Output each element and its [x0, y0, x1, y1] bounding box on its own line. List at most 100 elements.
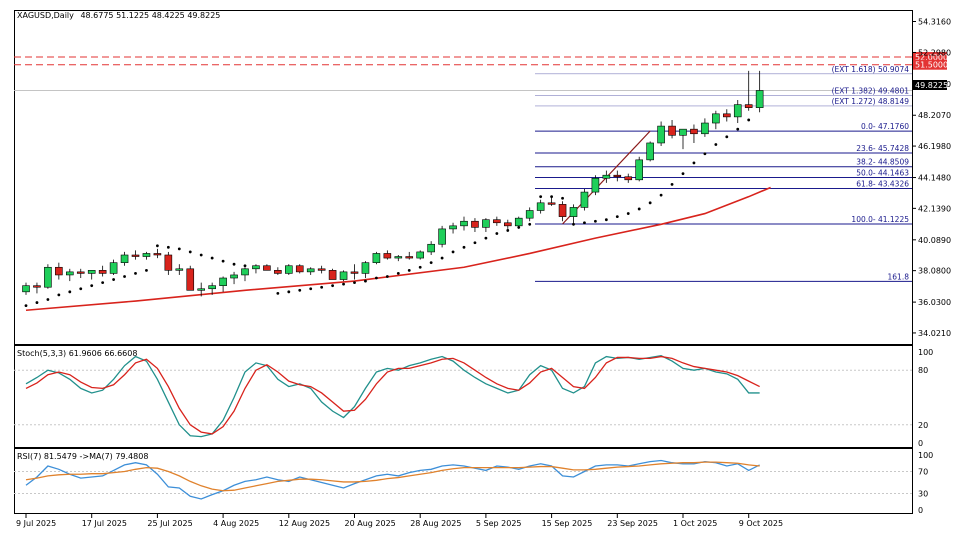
candle-body [558, 204, 567, 217]
candle-body [547, 202, 556, 205]
time-tick-label: 17 Jul 2025 [82, 519, 127, 528]
sar-dot [90, 284, 94, 288]
price-tick-label: 44.1480 [918, 174, 951, 183]
fib-level-label: (EXT 1.618) 50.9074 [832, 65, 910, 74]
price-tick-label: 40.0890 [918, 236, 951, 245]
price-tick-label: 42.1390 [918, 204, 951, 213]
sar-dot [418, 265, 422, 269]
candle-body [328, 270, 337, 280]
candle-body [186, 268, 195, 291]
sar-dot [35, 301, 39, 304]
candle-body [471, 220, 479, 228]
level-labels: (EXT 1.618) 50.9074 (EXT 1.382) 49.4801(E… [832, 52, 948, 281]
candle-body [416, 251, 425, 259]
stoch-k-line [25, 354, 760, 438]
sar-dot [561, 196, 564, 200]
sar-dot [287, 290, 291, 294]
fib-level-label: 23.6- 45.7428 [856, 144, 909, 153]
rsi-tick-label: 0 [918, 506, 923, 515]
sar-dot [331, 284, 334, 288]
time-tick-label: 9 Jul 2025 [16, 519, 56, 528]
sar-dot [396, 272, 400, 275]
sar-dot [407, 268, 411, 272]
candle-body [690, 128, 698, 135]
sar-dot [714, 143, 718, 146]
sar-dot [188, 250, 192, 254]
sar-dot [320, 285, 324, 289]
rsi-panel-frame [14, 448, 913, 514]
time-tick-label: 4 Aug 2025 [213, 519, 259, 528]
sar-dot [462, 245, 466, 249]
rsi-line [25, 459, 760, 500]
candle-body [646, 142, 654, 161]
sar-dot [232, 262, 236, 266]
candle-body [635, 159, 644, 181]
sar-dot [57, 293, 61, 297]
candle-body [449, 225, 457, 230]
time-tick-label: 20 Aug 2025 [345, 519, 396, 528]
candle-body [405, 256, 414, 259]
candle-body [230, 274, 238, 279]
sar-dot [506, 229, 510, 232]
candle-body [274, 270, 282, 274]
sar-dot [123, 275, 126, 278]
sar-dot [353, 281, 356, 285]
sar-dot [440, 256, 444, 260]
sar-dot [342, 282, 345, 286]
candle-body [602, 174, 611, 179]
candle-body [482, 219, 490, 228]
sar-dot [79, 287, 83, 291]
sar-dot [703, 152, 707, 156]
candle-body [591, 177, 600, 193]
sar-dot [495, 232, 499, 235]
sar-dot [210, 256, 214, 260]
candle-body [394, 256, 403, 259]
sar-dot [747, 118, 751, 122]
candle-body [514, 217, 523, 227]
candle-body [142, 253, 151, 257]
time-tick-label: 15 Sep 2025 [542, 519, 593, 528]
candle-body [22, 285, 30, 293]
candle-body [493, 219, 501, 224]
rsi-title: RSI(7) 81.5479 ->MA(7) 79.4808 [17, 452, 148, 461]
sar-dot [670, 183, 674, 186]
sar-dot [681, 172, 685, 176]
candle-body [252, 265, 260, 270]
rsi-tick-label: 100 [918, 451, 933, 460]
sar-dot [221, 259, 225, 263]
sar-dot [583, 221, 586, 225]
time-tick-label: 9 Oct 2025 [739, 519, 783, 528]
stoch-tick-label: 20 [918, 421, 928, 430]
candle-body [76, 271, 85, 274]
sar-dot [298, 288, 302, 292]
candle-body [722, 113, 731, 118]
sar-dot [177, 247, 181, 251]
sar-dot [101, 281, 105, 285]
sar-dot [648, 201, 652, 205]
sar-dot [309, 287, 313, 291]
candle-body [219, 277, 227, 286]
sar-dot [615, 215, 619, 219]
chart-ohlc: 48.6775 51.1225 48.4225 49.8225 [80, 11, 221, 20]
sar-dot [375, 276, 378, 280]
sar-dot [626, 212, 630, 215]
price-tick-label: 34.0210 [918, 329, 951, 338]
sar-dot [604, 218, 608, 222]
candle-body [733, 104, 742, 118]
time-tick-label: 12 Aug 2025 [279, 519, 330, 528]
candle-body [525, 210, 534, 219]
fib-level-label: (EXT 1.272) 48.8149 [832, 97, 910, 106]
sar-dot [736, 127, 740, 131]
price-tick-label: 38.0800 [918, 267, 951, 276]
candle-body [657, 125, 665, 144]
sar-dot [276, 291, 280, 295]
candle-body [241, 268, 249, 276]
sar-dot [156, 244, 159, 248]
sar-dot [637, 207, 641, 211]
sar-dot [429, 261, 433, 265]
candle-body [503, 222, 512, 227]
price-tick-label: 54.3160 [918, 17, 951, 26]
candle-body [131, 254, 140, 257]
sar-dot [199, 253, 203, 257]
